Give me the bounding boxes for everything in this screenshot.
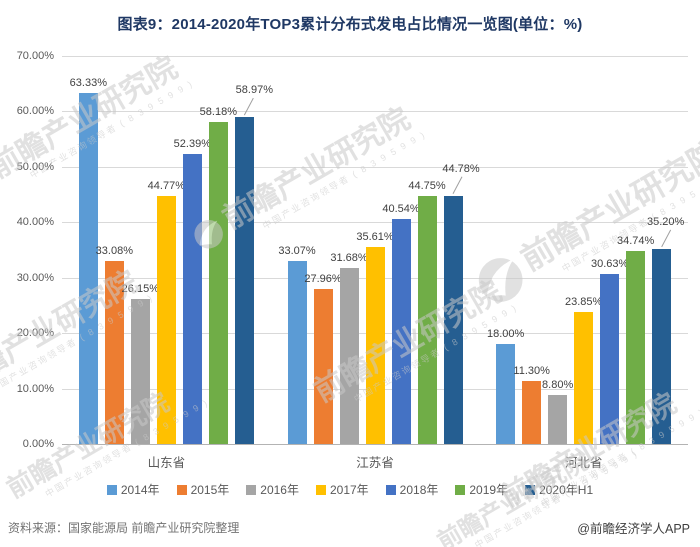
bar-label: 44.78% (442, 162, 480, 175)
legend-label: 2019年 (469, 483, 509, 497)
bar (365, 246, 385, 444)
bar-label: 52.39% (173, 137, 211, 150)
credit-note: @前瞻经济学人APP (577, 522, 690, 536)
category-label: 山东省 (147, 456, 186, 470)
bar (104, 260, 124, 444)
bar (496, 344, 516, 444)
bar-label: 33.08% (95, 244, 133, 257)
y-axis-tick-label: 50.00% (16, 160, 54, 173)
y-axis-tick-label: 40.00% (16, 216, 54, 229)
bar (130, 299, 150, 444)
bar-label: 27.96% (304, 273, 342, 286)
bar (600, 274, 620, 444)
bar (443, 195, 463, 444)
bar-label: 31.68% (330, 252, 368, 265)
bar (234, 117, 254, 444)
bar-label: 44.77% (147, 179, 185, 192)
legend-item: 2018年 (385, 481, 439, 498)
y-axis-tick-label: 70.00% (16, 50, 54, 62)
legend-label: 2015年 (190, 483, 230, 497)
legend-item: 2019年 (455, 481, 508, 498)
gridline (62, 166, 688, 168)
legend: 2014年 2015年 2016年 2017年 2018年 2019年 2020年H1 (0, 481, 700, 498)
gridline (62, 56, 688, 57)
bar (182, 153, 202, 444)
y-axis-tick-label: 10.00% (16, 382, 54, 395)
bar (391, 219, 411, 444)
bar (417, 195, 437, 444)
bar-label: 8.80% (542, 379, 574, 392)
legend-label: 2020年H1 (539, 483, 594, 497)
bar (626, 251, 646, 444)
bar-label: 26.15% (121, 283, 159, 296)
legend-swatch (246, 484, 257, 495)
legend-label: 2014年 (120, 483, 160, 497)
source-note: 资料来源：国家能源局 前瞻产业研究院整理 (8, 521, 240, 535)
category-label: 江苏省 (356, 456, 394, 470)
legend-swatch (525, 484, 536, 495)
legend-label: 2016年 (260, 483, 299, 497)
bar-label: 58.97% (235, 84, 273, 97)
legend-label: 2018年 (399, 483, 439, 497)
bar (548, 395, 568, 444)
bar-label: 63.33% (69, 76, 107, 89)
bar (208, 121, 228, 444)
category-label: 河北省 (564, 456, 603, 470)
bar (574, 311, 594, 444)
bar (156, 195, 176, 444)
bar (78, 92, 98, 444)
legend-item: 2017年 (315, 481, 369, 498)
bar-label: 23.85% (565, 295, 603, 308)
gridline (62, 222, 688, 224)
bar (522, 381, 542, 444)
bar-label: 11.30% (513, 365, 550, 378)
bar-label: 58.18% (199, 105, 237, 118)
bar-label: 40.54% (382, 203, 420, 216)
legend-swatch (455, 484, 466, 495)
legend-item: 2016年 (246, 481, 299, 498)
y-axis-tick-label: 0.00% (22, 438, 54, 450)
legend-label: 2017年 (329, 483, 369, 497)
bar-label: 35.61% (356, 230, 394, 243)
bar-label: 18.00% (487, 328, 525, 341)
legend-swatch (315, 484, 326, 495)
y-axis-tick-label: 20.00% (16, 327, 54, 340)
bar-label: 30.63% (591, 258, 629, 271)
legend-item: 2014年 (106, 481, 160, 498)
chart-title: 图表9：2014-2020年TOP3累计分布式发电占比情况一览图(单位：%) (117, 16, 583, 33)
y-axis-tick-label: 30.00% (16, 271, 54, 284)
gridline (62, 111, 688, 113)
legend-item: 2015年 (176, 481, 230, 498)
gridline (62, 444, 688, 445)
bar-label: 34.74% (617, 235, 655, 248)
legend-item: 2020年H1 (525, 481, 593, 498)
bar (339, 268, 359, 444)
legend-swatch (106, 484, 117, 495)
legend-swatch (385, 484, 396, 495)
legend-swatch (176, 484, 187, 495)
bar-label: 35.20% (647, 215, 685, 228)
bar (287, 260, 307, 444)
bar (652, 248, 672, 444)
bar-label: 44.75% (408, 179, 446, 192)
y-axis-tick-label: 60.00% (16, 105, 54, 118)
bar-label: 33.07% (278, 244, 316, 257)
bar (313, 289, 333, 444)
